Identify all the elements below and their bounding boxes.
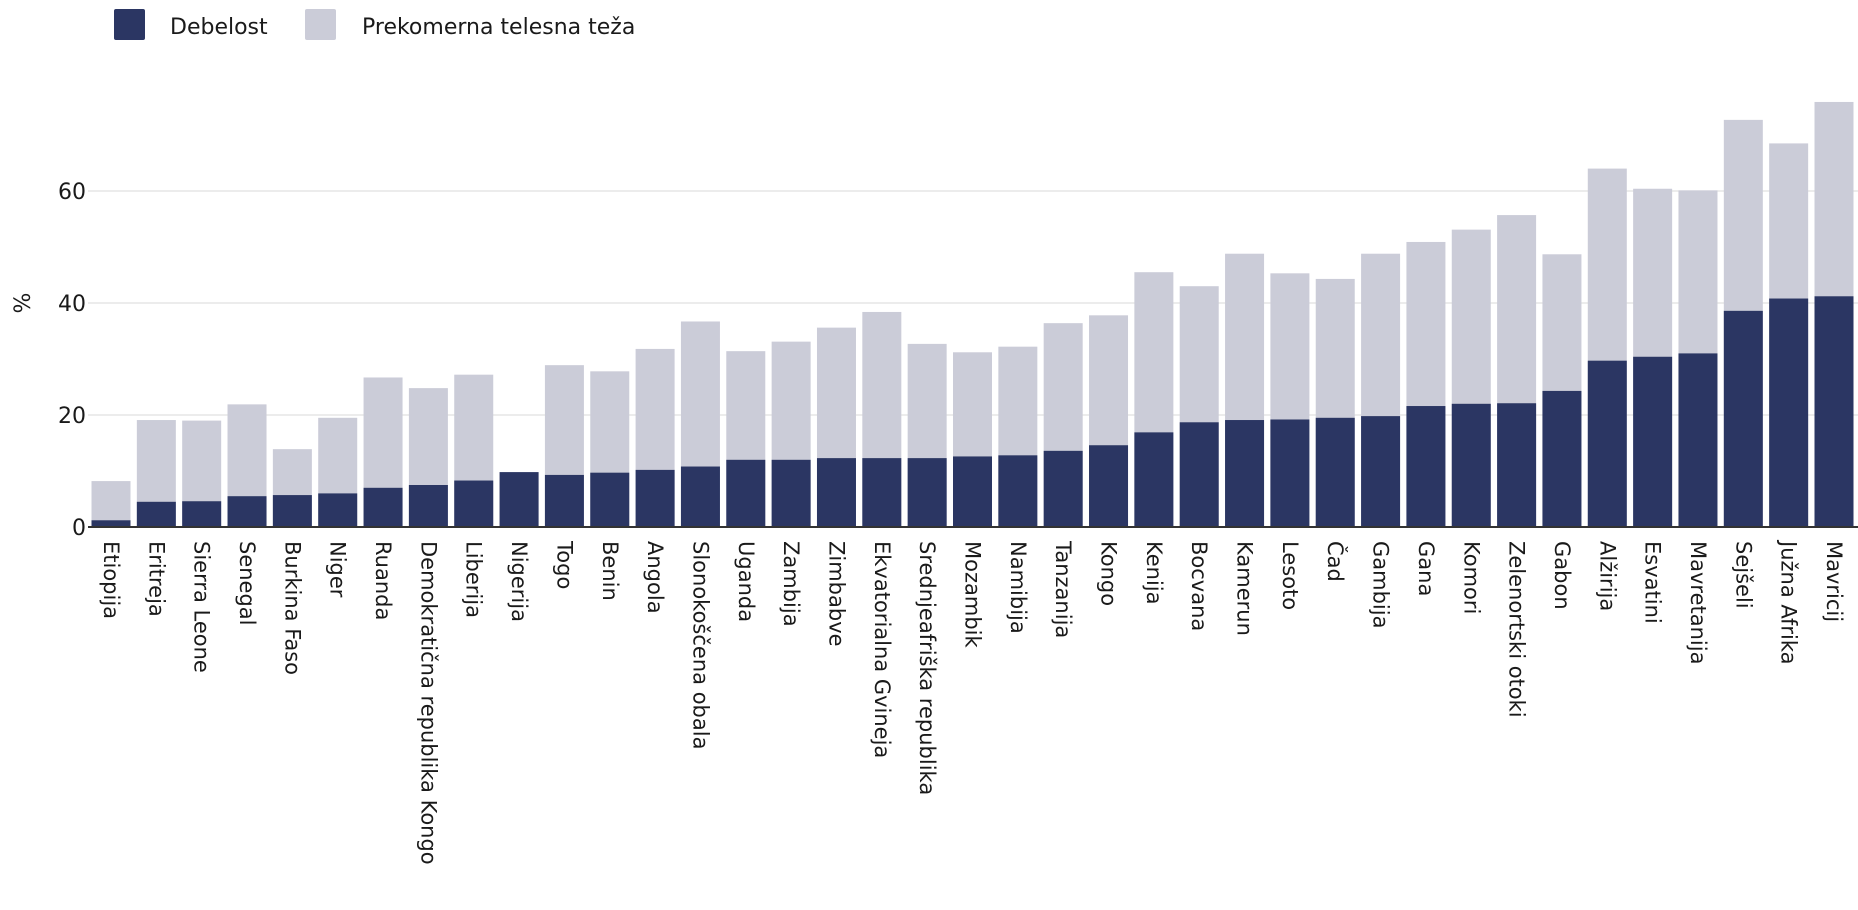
bar-debelost: [1361, 416, 1401, 527]
y-axis-ticks: 0 20 40 60: [58, 180, 86, 541]
bar-debelost: [1043, 450, 1083, 527]
x-category-label: Gambija: [1369, 541, 1393, 628]
x-category-label: Mavricij: [1822, 541, 1846, 622]
x-category-label: Eritreja: [144, 541, 168, 617]
x-category-label: Uganda: [734, 541, 758, 622]
bar-debelost: [1633, 356, 1673, 527]
x-category-label: Ruanda: [371, 541, 395, 620]
x-category-label: Tanzanija: [1051, 540, 1075, 638]
x-category-label: Zambija: [779, 541, 803, 627]
x-category-label: Ekvatorialna Gvineja: [870, 541, 894, 758]
bar-debelost: [1587, 360, 1627, 527]
bar-debelost: [907, 458, 947, 527]
x-category-label: Senegal: [235, 541, 259, 626]
x-category-label: Kongo: [1097, 541, 1121, 606]
bar-debelost: [680, 466, 720, 527]
x-category-label: Alžirija: [1595, 541, 1619, 611]
x-category-label: Demokratična republika Kongo: [416, 541, 440, 865]
x-category-label: Benin: [598, 541, 622, 601]
x-category-label: Bocvana: [1187, 541, 1211, 631]
x-category-label: Togo: [552, 540, 576, 589]
bar-debelost: [1451, 403, 1491, 527]
x-category-label: Gabon: [1550, 541, 1574, 610]
x-category-label: Burkina Faso: [280, 541, 304, 675]
x-category-label: Srednjeafriška republika: [915, 541, 939, 795]
bar-debelost: [816, 458, 856, 527]
bar-debelost: [1406, 406, 1446, 527]
x-category-label: Etiopija: [99, 541, 123, 619]
bar-debelost: [1678, 353, 1718, 527]
bar-debelost: [1134, 432, 1174, 527]
x-category-label: Južna Afrika: [1777, 539, 1801, 665]
x-category-label: Sierra Leone: [190, 541, 214, 673]
y-axis-title: %: [11, 293, 36, 314]
bar-debelost: [953, 456, 992, 527]
bar-debelost: [136, 501, 176, 527]
y-tick-label: 60: [58, 180, 86, 205]
legend: Debelost Prekomerna telesna teža: [114, 9, 635, 40]
bar-debelost: [318, 493, 358, 527]
x-category-label: Nigerija: [507, 541, 531, 622]
legend-swatch-prekomerna: [305, 9, 336, 40]
x-category-label: Sejšeli: [1731, 541, 1755, 609]
bar-debelost: [408, 485, 448, 527]
x-category-label: Zimbabve: [824, 541, 848, 647]
x-category-label: Lesoto: [1278, 541, 1302, 610]
bar-debelost: [862, 458, 902, 527]
bar-debelost: [1225, 420, 1265, 527]
x-category-label: Kenija: [1142, 541, 1166, 605]
y-tick-label: 20: [58, 404, 86, 429]
bar-debelost: [363, 487, 403, 527]
bar-debelost: [1179, 422, 1219, 527]
bar-prekomerna: [91, 481, 131, 527]
bar-debelost: [998, 455, 1038, 527]
legend-label-prekomerna: Prekomerna telesna teža: [362, 15, 635, 40]
x-category-label: Slonokoščena obala: [688, 541, 712, 749]
x-category-label: Liberija: [462, 541, 486, 618]
bar-debelost: [227, 496, 267, 527]
bar-debelost: [182, 501, 222, 527]
x-axis-categories: Etiopija Eritreja Sierra Leone Senegal Burki…: [99, 539, 1846, 865]
legend-label-debelost: Debelost: [170, 15, 268, 40]
bar-debelost: [1497, 403, 1537, 527]
bar-debelost: [590, 472, 630, 527]
bars: [91, 101, 1854, 528]
y-tick-label: 40: [58, 292, 86, 317]
x-category-label: Angola: [643, 541, 667, 614]
x-category-label: Komori: [1459, 541, 1483, 614]
x-category-label: Niger: [326, 541, 350, 598]
bar-debelost: [454, 480, 494, 527]
x-category-label: Esvatini: [1641, 541, 1665, 624]
x-category-label: Namibija: [1006, 541, 1030, 634]
legend-swatch-debelost: [114, 9, 145, 40]
x-category-label: Gana: [1414, 541, 1438, 596]
bar-debelost: [771, 459, 811, 527]
bar-debelost: [499, 472, 539, 527]
bar-debelost: [1270, 419, 1310, 527]
bar-debelost: [1089, 445, 1129, 527]
bar-debelost: [1769, 298, 1809, 527]
x-category-label: Čad: [1323, 541, 1348, 582]
x-category-label: Mozambik: [961, 541, 985, 648]
bar-debelost: [91, 520, 131, 527]
x-category-label: Mavretanija: [1686, 541, 1710, 664]
y-tick-label: 0: [72, 516, 86, 541]
x-category-label: Kamerun: [1233, 541, 1257, 636]
bar-debelost: [1315, 417, 1355, 527]
bar-debelost: [1814, 296, 1854, 527]
bar-debelost: [1723, 310, 1763, 527]
bar-debelost: [726, 459, 766, 527]
x-category-label: Zelenortski otoki: [1505, 541, 1529, 718]
bar-debelost: [1542, 390, 1582, 527]
bar-debelost: [544, 474, 584, 527]
bar-debelost: [635, 469, 675, 527]
bar-debelost: [272, 495, 312, 527]
